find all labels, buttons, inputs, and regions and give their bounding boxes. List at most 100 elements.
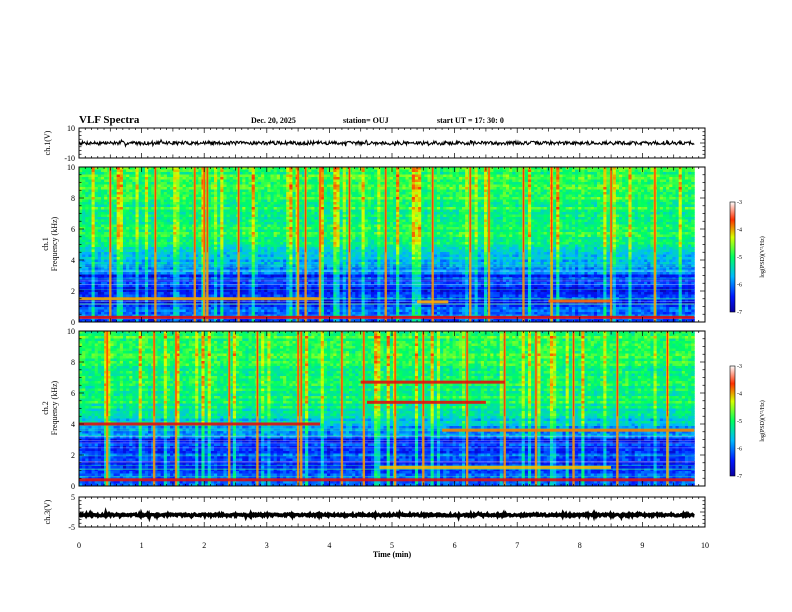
spectrogram-cell: [276, 179, 281, 183]
spectrogram-cell: [656, 197, 661, 200]
spectrogram-cell: [144, 217, 149, 220]
spectrogram-cell: [132, 192, 136, 195]
spectrogram-cell: [251, 182, 256, 185]
spectrogram-cell: [509, 224, 513, 228]
spectrogram-cell: [330, 219, 334, 223]
spectrogram-cell: [543, 217, 548, 220]
spectrogram-cell: [135, 222, 140, 225]
spectrogram-cell: [264, 177, 268, 180]
spectrogram-cell: [308, 209, 312, 213]
spectrogram-cell: [565, 209, 570, 213]
spectrogram-cell: [477, 174, 482, 178]
spectrogram-cell: [625, 209, 629, 213]
spectrogram-cell: [637, 197, 642, 200]
spectrogram-cell: [396, 214, 400, 218]
spectrogram-cell: [571, 179, 576, 183]
spectrogram-cell: [245, 169, 249, 173]
spectrogram-cell: [659, 167, 664, 170]
spectrogram-cell: [273, 187, 278, 190]
spectrogram-cell: [546, 199, 551, 203]
spectrogram-cell: [107, 174, 111, 178]
spectrogram-cell: [170, 187, 174, 190]
spectrogram-cell: [97, 227, 102, 230]
spectrogram-cell: [232, 169, 237, 173]
spectrogram-cell: [540, 192, 545, 195]
spectrogram-cell: [113, 222, 118, 225]
spectrogram-cell: [179, 189, 184, 193]
spectrogram-cell: [619, 224, 623, 228]
spectrogram-cell: [634, 184, 639, 188]
spectrogram-cell: [97, 197, 102, 200]
spectrogram-cell: [471, 222, 475, 225]
spectrogram-cell: [179, 209, 184, 213]
spectrogram-cell: [531, 199, 535, 203]
spectrogram-cell: [361, 209, 366, 213]
spectrogram-cell: [443, 179, 447, 183]
spectrogram-cell: [301, 177, 306, 180]
spectrogram-cell: [179, 204, 184, 208]
spectrogram-cell: [185, 184, 190, 188]
spectrogram-cell: [440, 224, 444, 228]
chart-date: Dec. 20, 2025: [251, 116, 296, 125]
spectrogram-cell: [141, 199, 146, 203]
spectrogram-cell: [502, 197, 507, 200]
spectrogram-cell: [622, 217, 626, 220]
spectrogram-cell: [314, 184, 319, 188]
spectrogram-cell: [195, 174, 199, 178]
spectrogram-cell: [226, 192, 231, 195]
spectrogram-cell: [239, 169, 243, 173]
spectrogram-cell: [248, 224, 253, 228]
spectrogram-cell: [370, 219, 375, 223]
spectrogram-cell: [122, 197, 127, 200]
spectrogram-cell: [276, 224, 281, 228]
spectrogram-cell: [433, 174, 438, 178]
spectrogram-cell: [411, 212, 416, 215]
spectrogram-cell: [107, 209, 111, 213]
spectrogram-cell: [367, 199, 372, 203]
spectrogram-cell: [151, 167, 155, 170]
spectrogram-cell: [239, 217, 243, 220]
spectrogram-cell: [512, 207, 516, 210]
spectrogram-cell: [484, 192, 488, 195]
spectrogram-cell: [452, 214, 457, 218]
spectrogram-cell: [484, 197, 488, 200]
spectrogram-cell: [157, 202, 162, 205]
spectrogram-cell: [270, 199, 275, 203]
spectrogram-cell: [471, 192, 475, 195]
spectrogram-cell: [257, 222, 262, 225]
spectrogram-cell: [160, 189, 165, 193]
spectrogram-cell: [141, 217, 146, 220]
spectrogram-cell: [628, 219, 632, 223]
spectrogram-cell: [484, 212, 488, 215]
spectrogram-cell: [179, 222, 184, 225]
spectrogram-cell: [600, 189, 604, 193]
spectrogram-cell: [427, 174, 432, 178]
spectrogram-cell: [85, 224, 89, 228]
spectrogram-cell: [540, 187, 545, 190]
spectrogram-cell: [279, 169, 284, 173]
spectrogram-cell: [584, 169, 589, 173]
spectrogram-cell: [584, 222, 589, 225]
spectrogram-cell: [578, 172, 582, 175]
spectrogram-cell: [505, 187, 510, 190]
spectrogram-cell: [625, 174, 629, 178]
spectrogram-cell: [82, 212, 86, 215]
spectrogram-cell: [462, 222, 466, 225]
spectrogram-cell: [477, 194, 482, 198]
spectrogram-cell: [298, 192, 303, 195]
spectrogram-cell: [634, 224, 639, 228]
spectrogram-cell: [637, 207, 642, 210]
spectrogram-cell: [524, 217, 529, 220]
spectrogram-cell: [270, 197, 275, 200]
spectrogram-cell: [678, 212, 683, 215]
spectrogram-cell: [276, 174, 281, 178]
spectrogram-cell: [531, 207, 535, 210]
spectrogram-cell: [622, 182, 626, 185]
spectrogram-cell: [565, 169, 570, 173]
spectrogram-cell: [634, 194, 639, 198]
spectrogram-cell: [330, 222, 334, 225]
spectrogram-cell: [515, 192, 519, 195]
spectrogram-cell: [637, 202, 642, 205]
spectrogram-cell: [509, 197, 513, 200]
spectrogram-cell: [477, 177, 482, 180]
